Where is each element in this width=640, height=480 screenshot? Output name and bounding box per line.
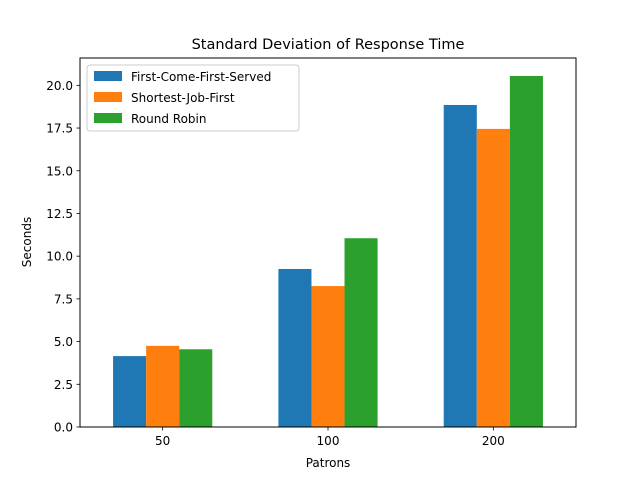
- legend-entry-label: Shortest-Job-First: [131, 91, 235, 105]
- bars-group: [113, 75, 543, 427]
- bar-round-robin-200: [509, 75, 543, 427]
- legend-entry-label: First-Come-First-Served: [131, 70, 271, 84]
- legend-swatch: [94, 113, 122, 123]
- y-tick-label: 15.0: [46, 164, 73, 178]
- x-axis-label: Patrons: [306, 456, 351, 470]
- bar-round-robin-50: [179, 349, 213, 427]
- bar-first-come-first-served-100: [278, 268, 312, 427]
- x-tick-label: 50: [155, 434, 170, 448]
- legend: First-Come-First-Served Shortest-Job-Firs…: [86, 64, 300, 132]
- y-tick-label: 17.5: [46, 122, 73, 136]
- legend-swatch: [94, 92, 122, 102]
- x-tick-label: 200: [482, 434, 505, 448]
- y-tick-label: 0.0: [54, 421, 73, 435]
- bar-round-robin-100: [344, 238, 378, 427]
- y-axis: 0.0 2.5 5.0 7.5 10.0 12.5 15.0 17.5 20.0: [46, 79, 80, 435]
- legend-swatch: [94, 71, 122, 81]
- x-tick-label: 100: [317, 434, 340, 448]
- bar-first-come-first-served-50: [113, 356, 147, 427]
- y-tick-label: 7.5: [54, 292, 73, 306]
- y-tick-label: 2.5: [54, 378, 73, 392]
- y-axis-label: Seconds: [20, 217, 34, 267]
- y-tick-label: 10.0: [46, 250, 73, 264]
- y-tick-label: 20.0: [46, 79, 73, 93]
- chart-title: Standard Deviation of Response Time: [192, 37, 465, 53]
- bar-first-come-first-served-200: [443, 104, 477, 427]
- legend-entry-label: Round Robin: [131, 112, 206, 126]
- bar-shortest-job-first-100: [311, 286, 345, 427]
- x-axis: 50 100 200: [155, 427, 505, 448]
- bar-shortest-job-first-200: [476, 128, 510, 427]
- legend-box: [86, 64, 300, 132]
- bar-shortest-job-first-50: [146, 345, 180, 427]
- y-tick-label: 5.0: [54, 335, 73, 349]
- y-tick-label: 12.5: [46, 207, 73, 221]
